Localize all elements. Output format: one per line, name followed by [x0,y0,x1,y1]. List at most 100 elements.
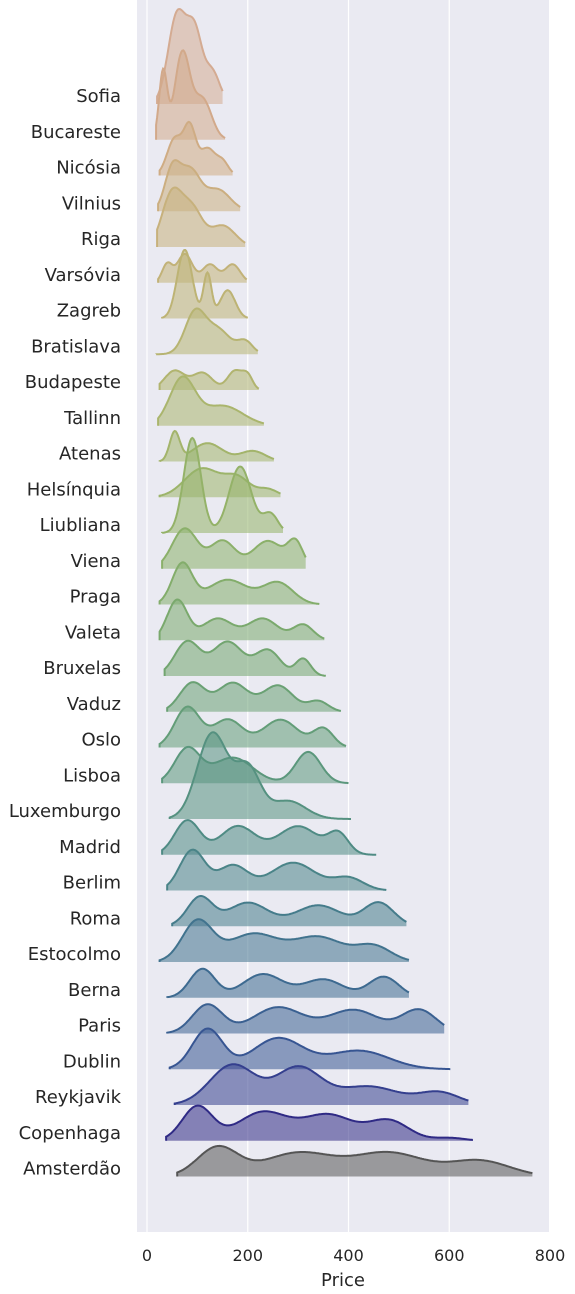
ridge-line [157,375,265,426]
ridge-line [166,1003,445,1034]
ridge-dublin [168,1027,451,1071]
x-tick-label: 600 [434,1246,465,1265]
ridge-luxemburgo [168,731,352,820]
category-label: Viena [71,551,121,572]
ridge-line [156,186,246,248]
ridge-area [174,1064,469,1105]
category-label: Bratislava [31,336,121,357]
ridge-liubliana [161,436,284,534]
ridge-reykjavik [173,1063,469,1106]
category-label: Madrid [59,837,121,858]
ridge-area [167,849,387,891]
category-label: Bruxelas [43,658,121,679]
category-label: Atenas [59,444,121,465]
ridge-line [156,7,224,105]
ridge-roma [171,895,407,927]
ridge-area [169,1028,451,1070]
category-label: Vaduz [67,694,121,715]
ridge-area [166,1105,473,1141]
category-label: Estocolmo [28,944,121,965]
ridge-copenhaga [165,1104,473,1141]
ridge-line [158,918,410,963]
ridge-area [172,896,407,927]
ridge-line [158,369,260,391]
x-tick-label: 0 [142,1246,152,1265]
ridge-line [176,1144,533,1177]
ridge-area [164,640,326,676]
ridge-area [158,376,264,426]
category-label: Nicósia [56,158,121,179]
ridge-line [158,561,320,605]
ridge-line [173,1063,469,1106]
ridge-madrid [161,819,377,856]
ridge-zagreb [161,249,249,319]
ridge-area [159,919,409,962]
ridge-oslo [158,705,347,748]
x-tick-label: 800 [535,1246,566,1265]
category-label: Helsínquia [27,479,121,500]
category-label: Berna [68,980,121,1001]
ridge-line [168,1027,451,1071]
ridge-line [165,1104,473,1141]
ridge-line [161,527,307,569]
category-label: Varsóvia [45,265,121,286]
category-label: Sofia [76,86,121,107]
category-label: Lisboa [63,765,121,786]
category-label: Praga [70,587,121,608]
x-axis-ticks: 0 200 400 600 800 [142,1246,565,1265]
ridge-line [158,467,281,498]
category-label: Liubliana [40,515,121,536]
ridge-area [162,438,284,533]
ridge-line [161,249,249,319]
ridge-line [155,307,259,356]
ridge-riga [156,186,246,248]
category-label: Vilnius [62,193,121,214]
category-label: Riga [81,229,121,250]
x-tick-label: 200 [232,1246,263,1265]
ridge-bratislava [155,307,259,356]
category-label: Copenhaga [19,1123,121,1144]
ridge-area [156,50,226,140]
ridge-line [161,745,349,785]
ridge-line [158,598,325,641]
category-label: Amsterdão [23,1159,121,1180]
ridge-tallinn [157,375,265,426]
ridge-line [161,819,377,856]
ridge-line [166,681,342,712]
ridge-area [177,1145,533,1177]
ridge-line [158,429,275,463]
ridge-paris [166,1003,445,1034]
ridge-area [156,308,258,355]
ridge-line [168,731,351,820]
ridge-area [169,732,352,819]
ridge-line [163,639,326,677]
ridge-estocolmo [158,918,410,963]
category-label: Berlim [63,873,121,894]
category-label: Budapeste [25,372,121,393]
ridge-amsterdão [176,1144,533,1177]
ridge-bucareste [155,49,226,140]
ridge-valeta [158,598,325,641]
category-label: Oslo [81,730,121,751]
x-tick-label: 400 [333,1246,364,1265]
ridge-bruxelas [163,639,326,677]
category-label: Tallinn [63,408,121,429]
ridge-viena [161,527,307,569]
ridge-line [155,49,226,140]
ridge-line [157,253,248,283]
category-label: Luxemburgo [9,801,121,822]
ridge-praga [158,561,320,605]
category-label: Zagreb [57,301,121,322]
ridge-area [162,820,377,855]
category-label: Dublin [63,1051,121,1072]
ridge-berlim [166,848,387,891]
ridge-area [167,1004,445,1034]
category-label: Bucareste [31,122,121,143]
ridge-line [161,436,284,534]
ridge-line [158,120,234,176]
category-label: Valeta [65,622,121,643]
ridge-line [166,848,387,891]
ridge-sofia [156,7,224,105]
x-axis-label: Price [321,1270,365,1291]
